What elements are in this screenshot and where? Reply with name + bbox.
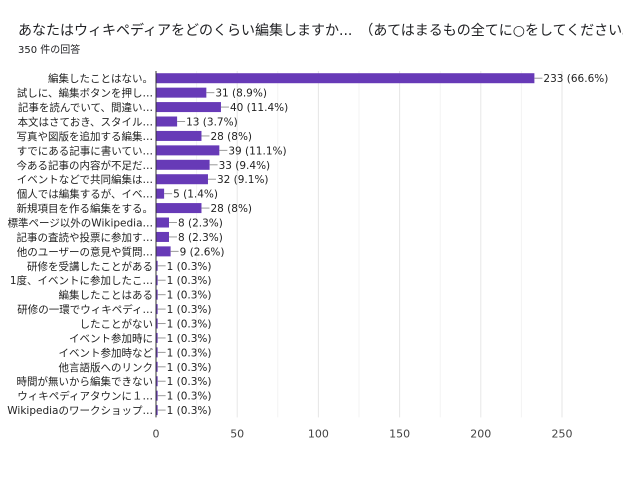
bar [156, 159, 210, 170]
x-tick-label: 250 [552, 427, 573, 440]
category-label: 他のユーザーの意見や質問… [17, 245, 153, 258]
category-label: 研修の一環でウィキペディ… [17, 303, 153, 316]
bar [156, 347, 158, 358]
bar [156, 260, 158, 271]
data-label: 1 (0.3%) [167, 391, 212, 403]
response-count: 350 件の回答 [18, 45, 81, 56]
data-label: 1 (0.3%) [167, 347, 212, 359]
category-label: イベント参加時に [69, 332, 153, 345]
category-label: 記事の査読や投票に参加す… [17, 231, 154, 244]
category-label: 今ある記事の内容が不足だ… [17, 159, 154, 172]
data-label: 28 (8%) [210, 203, 252, 215]
data-label: 28 (8%) [210, 131, 252, 143]
category-label: 編集したことはある [59, 289, 154, 302]
bar [156, 246, 171, 257]
bar [156, 102, 221, 113]
bar [156, 275, 158, 286]
data-label: 1 (0.3%) [167, 290, 212, 302]
category-label: 編集したことはない。 [48, 72, 153, 85]
data-label: 33 (9.4%) [219, 160, 271, 172]
bar [156, 318, 158, 329]
bar [156, 332, 158, 343]
data-label: 1 (0.3%) [167, 333, 212, 345]
data-label: 1 (0.3%) [167, 362, 212, 374]
category-label: 記事を読んでいて、間違い… [18, 101, 153, 114]
bar [156, 174, 208, 185]
bar [156, 304, 158, 315]
bar [156, 203, 202, 214]
bar [156, 376, 158, 387]
category-label: 試しに、編集ボタンを押し… [17, 87, 153, 100]
x-tick-label: 100 [308, 427, 329, 440]
x-tick-label: 200 [470, 427, 491, 440]
bar [156, 217, 169, 228]
data-label: 40 (11.4%) [230, 102, 288, 114]
category-label: Wikipediaのワークショップ… [7, 405, 153, 417]
category-label: 本文はさておき、スタイル… [18, 116, 153, 129]
x-tick-label: 150 [389, 427, 410, 440]
data-label: 13 (3.7%) [186, 117, 238, 129]
bar [156, 405, 158, 416]
data-label: 31 (8.9%) [215, 88, 267, 100]
category-label: すでにある記事に書いてい… [17, 144, 153, 157]
category-label: 他言語版へのリンク [59, 361, 154, 374]
category-label: イベントなどで共同編集は… [17, 173, 153, 186]
data-label: 32 (9.1%) [217, 174, 269, 186]
data-label: 9 (2.6%) [180, 246, 225, 258]
category-label: 個人では編集するが、イベ… [17, 188, 153, 201]
bar [156, 73, 535, 84]
bar [156, 390, 158, 401]
category-label: 写真や図版を追加する編集… [17, 130, 154, 143]
bar [156, 145, 220, 156]
category-label: 1度、イベントに参加したこ… [10, 274, 153, 287]
bar [156, 289, 158, 300]
bar [156, 130, 202, 141]
category-label: 新規項目を作る編集をする。 [17, 202, 154, 215]
bar [156, 188, 165, 199]
data-label: 233 (66.6%) [543, 73, 608, 85]
data-label: 1 (0.3%) [167, 405, 212, 417]
data-label: 5 (1.4%) [173, 189, 218, 201]
data-label: 1 (0.3%) [167, 275, 212, 287]
x-tick-label: 0 [153, 427, 160, 440]
bar [156, 116, 178, 127]
data-label: 39 (11.1%) [228, 145, 286, 157]
data-label: 1 (0.3%) [167, 304, 212, 316]
data-label: 8 (2.3%) [178, 218, 223, 230]
bar [156, 231, 169, 242]
data-label: 1 (0.3%) [167, 319, 212, 331]
chart-title: あなたはウィキペディアをどのくらい編集しますか... （あてはまるもの全てに○を… [18, 23, 623, 39]
x-tick-label: 50 [230, 427, 244, 440]
category-label: ウィキペディアタウンに１… [17, 390, 153, 403]
category-label: 研修を受講したことがある [27, 260, 153, 273]
data-label: 1 (0.3%) [167, 376, 212, 388]
category-label: 標準ページ以外のWikipedia… [8, 217, 154, 230]
bar [156, 87, 207, 98]
category-label: 時間が無いから編集できない [17, 375, 154, 388]
bar [156, 361, 158, 372]
data-label: 1 (0.3%) [167, 261, 212, 273]
data-label: 8 (2.3%) [178, 232, 223, 244]
category-label: したことがない [80, 318, 154, 331]
category-label: イベント参加時など [59, 346, 154, 359]
